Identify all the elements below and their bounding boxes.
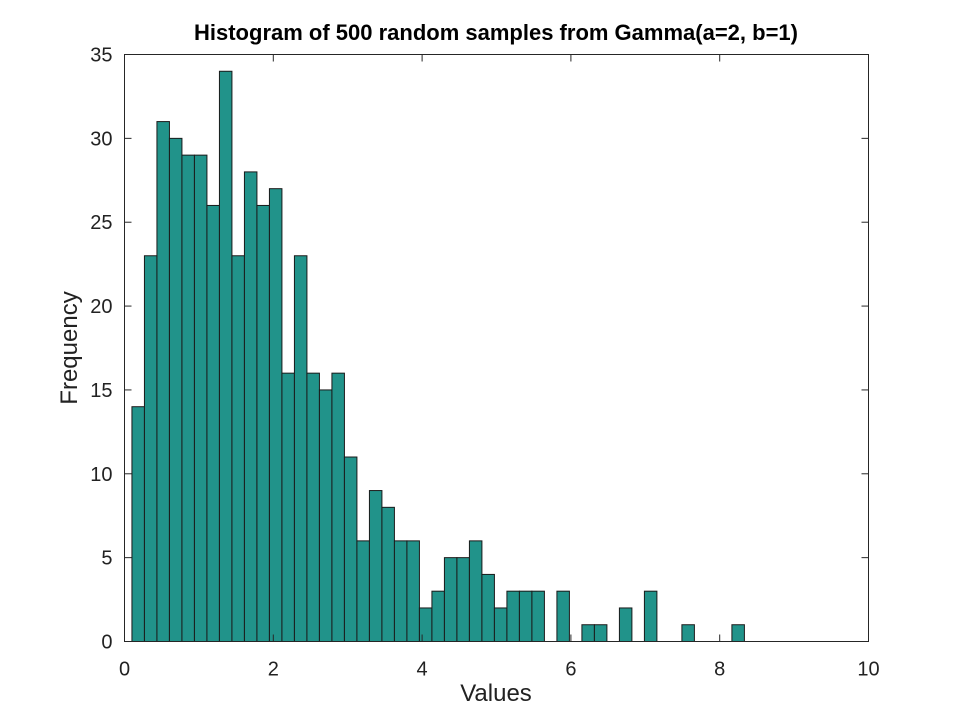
- x-tick-label: 2: [268, 659, 279, 681]
- histogram-bar: [156, 121, 170, 643]
- histogram-bar: [268, 188, 283, 643]
- histogram-bar: [243, 171, 258, 642]
- ticks-group: 0 2 4 6 8 10 0 5 10 15 20 25 30 35: [90, 45, 879, 681]
- histogram-bar: [143, 255, 158, 642]
- histogram-bar: [381, 506, 395, 643]
- x-tick-label: 8: [714, 659, 725, 681]
- histogram-bar: [431, 590, 445, 643]
- histogram-bar: [318, 389, 333, 642]
- y-tick-label: 30: [90, 128, 112, 150]
- histogram-bar: [643, 590, 658, 643]
- histogram-bar: [193, 154, 208, 642]
- histogram-bar: [218, 70, 233, 643]
- histogram-bar: [331, 372, 345, 642]
- histogram-bar: [556, 590, 570, 643]
- histogram-bar: [231, 255, 245, 642]
- histogram-bar: [406, 540, 420, 642]
- histogram-bar: [168, 137, 183, 642]
- histogram-bar: [493, 607, 508, 643]
- histogram-bar: [206, 204, 220, 642]
- x-tick-label: 10: [857, 659, 879, 681]
- x-tick-label: 0: [119, 659, 130, 681]
- y-tick-label: 20: [90, 296, 112, 318]
- histogram-bar: [181, 154, 195, 642]
- histogram-bar: [581, 624, 595, 643]
- x-tick-label: 6: [565, 659, 576, 681]
- chart-title: Histogram of 500 random samples from Gam…: [194, 20, 798, 45]
- histogram-bar: [681, 624, 695, 643]
- y-tick-label: 35: [90, 45, 112, 67]
- y-tick-label: 0: [101, 632, 112, 654]
- histogram-bar: [256, 204, 270, 642]
- y-tick-label: 5: [101, 548, 112, 570]
- histogram-bar: [593, 624, 608, 643]
- histogram-bar: [468, 540, 483, 642]
- x-axis-label: Values: [460, 680, 532, 707]
- histogram-bar: [481, 573, 495, 643]
- histogram-bar: [306, 372, 320, 642]
- histogram-bar: [456, 557, 470, 643]
- histogram-bar: [506, 590, 520, 643]
- y-tick-label: 15: [90, 380, 112, 402]
- histogram-bar: [368, 490, 383, 642]
- histogram-bar: [131, 406, 145, 643]
- y-tick-label: 25: [90, 212, 112, 234]
- histogram-bar: [518, 590, 533, 643]
- histogram-bar: [731, 624, 745, 643]
- histogram-bar: [531, 590, 545, 643]
- histogram-bar: [293, 255, 308, 642]
- histogram-bar: [443, 557, 458, 643]
- histogram-bar: [618, 607, 633, 643]
- plot-area-frame: [124, 54, 869, 642]
- bars-group: [131, 70, 745, 643]
- histogram-bar: [281, 372, 295, 642]
- histogram-bar: [356, 540, 370, 642]
- histogram-bar: [418, 607, 433, 643]
- x-tick-label: 4: [417, 659, 428, 681]
- histogram-bar: [343, 456, 358, 642]
- y-tick-label: 10: [90, 464, 112, 486]
- y-axis-label: Frequency: [56, 291, 83, 404]
- histogram-bar: [393, 540, 408, 642]
